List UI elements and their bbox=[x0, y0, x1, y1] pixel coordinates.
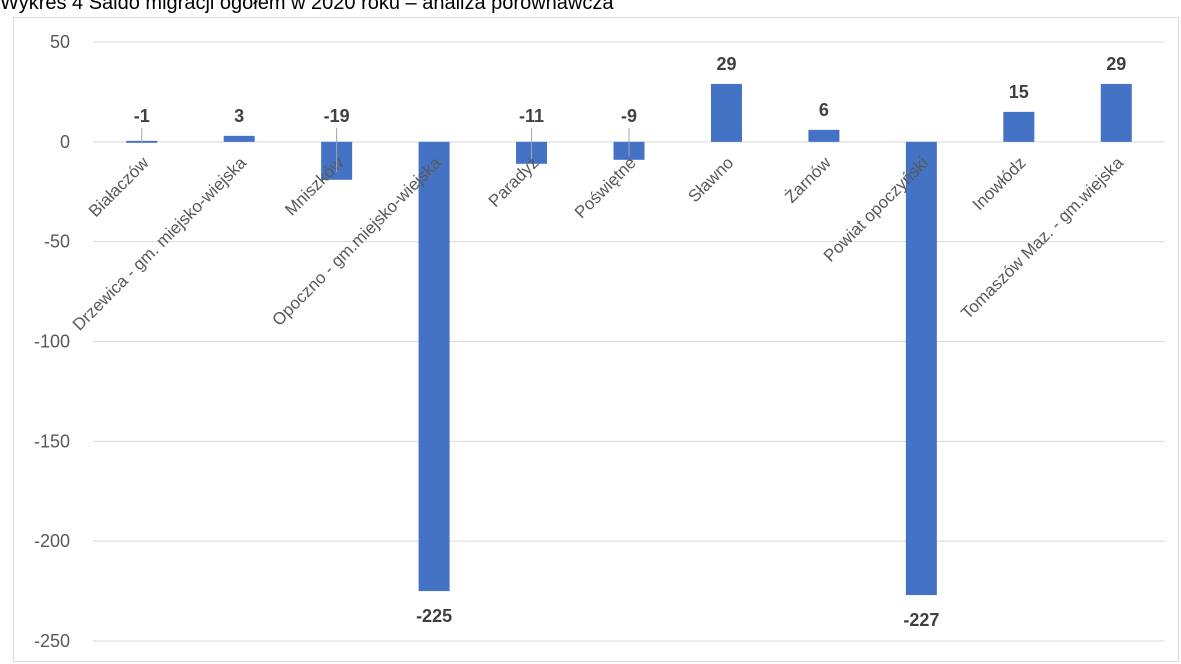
data-label: 6 bbox=[819, 100, 829, 120]
x-tick-label: Paradyż bbox=[485, 153, 543, 211]
y-tick-label: 0 bbox=[60, 132, 70, 152]
x-tick-label: Poświętne bbox=[571, 153, 640, 222]
chart-title: Wykres 4 Saldo migracji ogółem w 2020 ro… bbox=[0, 0, 614, 14]
y-tick-label: 50 bbox=[50, 32, 70, 52]
bar bbox=[1003, 111, 1035, 142]
x-tick-label: Tomaszów Maz. - gm.wiejska bbox=[957, 153, 1127, 323]
data-label: -11 bbox=[519, 106, 544, 126]
bar bbox=[808, 129, 840, 142]
y-tick-label: -250 bbox=[34, 631, 70, 651]
x-tick-label: Drzewica - gm. miejsko-wiejska bbox=[69, 153, 250, 334]
bar bbox=[710, 83, 742, 142]
bar bbox=[905, 141, 937, 596]
y-tick-label: -100 bbox=[34, 332, 70, 352]
data-label: 29 bbox=[1106, 54, 1126, 74]
data-label: 29 bbox=[716, 54, 736, 74]
x-tick-label: Mniszków bbox=[281, 153, 348, 220]
data-label: -225 bbox=[416, 606, 452, 626]
bar bbox=[1100, 83, 1132, 142]
data-label: -19 bbox=[324, 106, 350, 126]
data-label: -227 bbox=[903, 610, 939, 630]
x-tick-label: Białaczów bbox=[85, 153, 153, 221]
data-label: -1 bbox=[134, 106, 150, 126]
data-label: 3 bbox=[234, 106, 244, 126]
x-tick-label: Żarnów bbox=[781, 153, 835, 207]
bar bbox=[223, 135, 255, 142]
data-label: 15 bbox=[1009, 82, 1029, 102]
y-tick-label: -150 bbox=[34, 431, 70, 451]
bar bbox=[418, 141, 450, 592]
x-tick-label: Sławno bbox=[684, 153, 737, 206]
y-tick-label: -200 bbox=[34, 531, 70, 551]
y-tick-label: -50 bbox=[44, 232, 70, 252]
x-tick-label: Inowłódz bbox=[969, 153, 1030, 214]
data-label: -9 bbox=[621, 106, 637, 126]
